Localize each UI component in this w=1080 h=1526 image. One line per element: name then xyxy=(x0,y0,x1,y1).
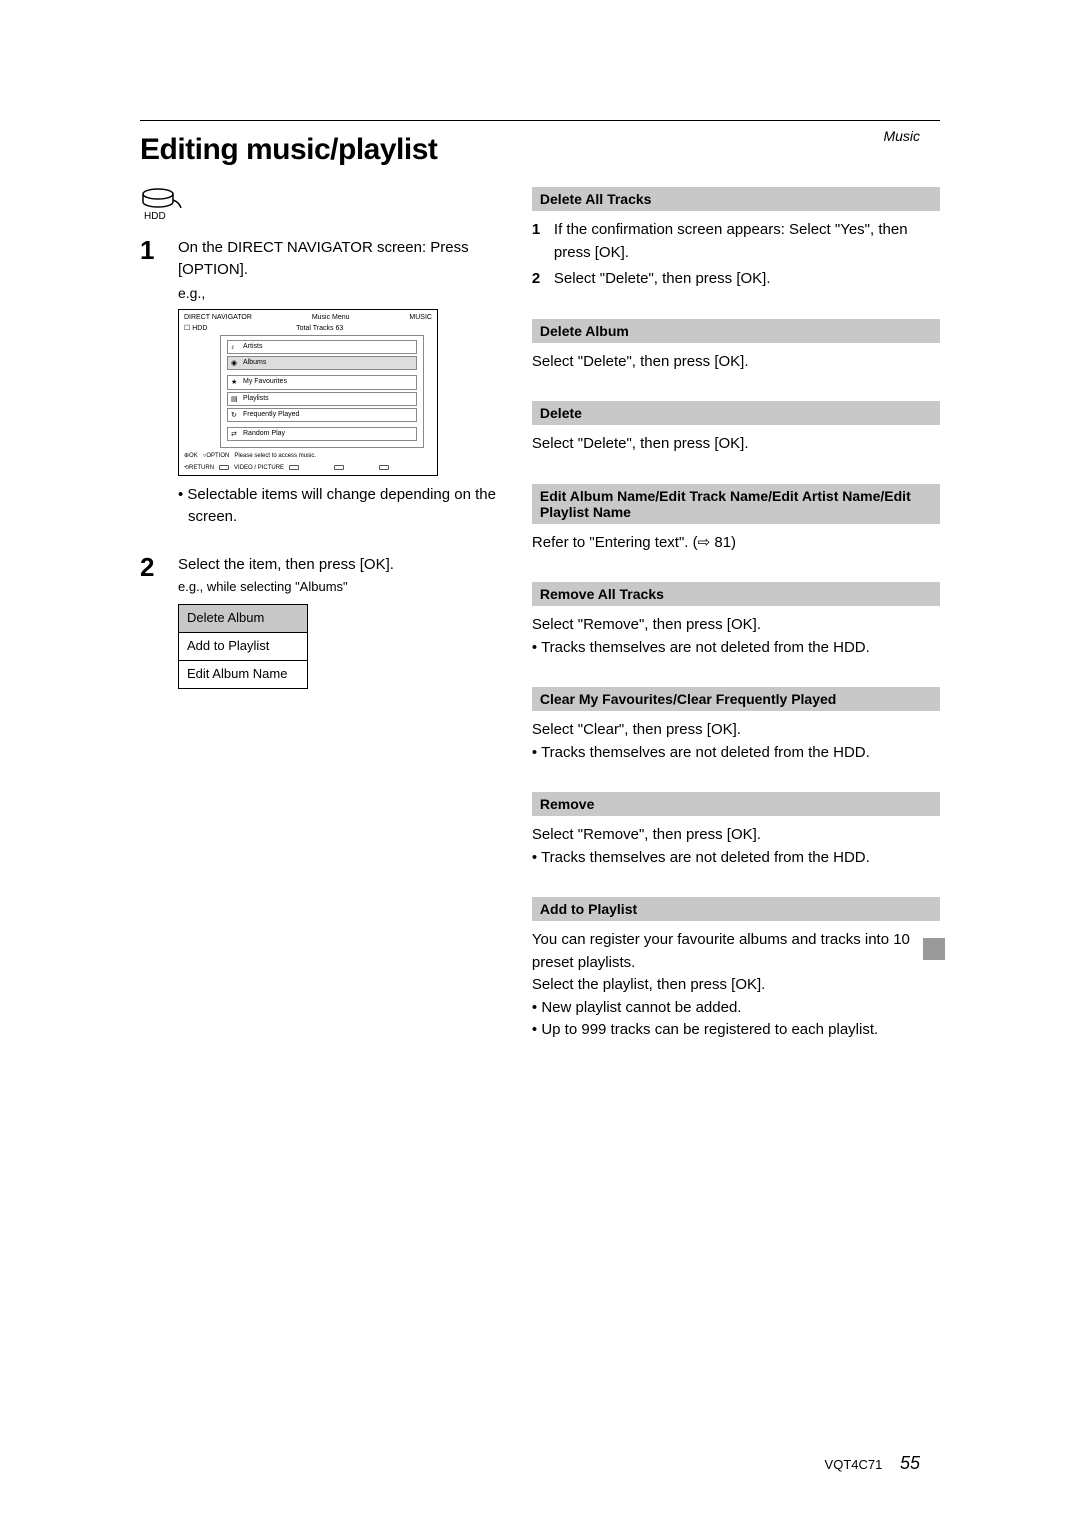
option-add-playlist: Add to Playlist xyxy=(179,633,307,661)
step-1-text: On the DIRECT NAVIGATOR screen: Press [O… xyxy=(178,237,502,281)
option-edit-album-name: Edit Album Name xyxy=(179,661,307,688)
nav-hdd: HDD xyxy=(192,325,207,332)
section-head: Add to Playlist xyxy=(532,897,940,921)
remove-all-bullet: Tracks themselves are not deleted from t… xyxy=(532,637,940,660)
section-remove-all-tracks: Remove All Tracks Select "Remove", then … xyxy=(532,582,940,659)
section-add-to-playlist: Add to Playlist You can register your fa… xyxy=(532,897,940,1042)
delete-all-line1: If the confirmation screen appears: Sele… xyxy=(554,219,940,264)
hdd-icon: HDD xyxy=(140,187,502,221)
num-2: 2 xyxy=(532,268,544,291)
section-head: Remove All Tracks xyxy=(532,582,940,606)
remove-line: Select "Remove", then press [OK]. xyxy=(532,824,940,847)
step-2-body: Select the item, then press [OK]. e.g., … xyxy=(178,554,502,689)
nav-tracks: Total Tracks 63 xyxy=(207,324,432,334)
doc-id: VQT4C71 xyxy=(825,1457,883,1472)
nav-item-artists: ♪Artists xyxy=(227,340,417,354)
section-delete: Delete Select "Delete", then press [OK]. xyxy=(532,401,940,456)
section-head: Edit Album Name/Edit Track Name/Edit Art… xyxy=(532,484,940,524)
nav-item-frequently: ↻Frequently Played xyxy=(227,408,417,422)
delete-all-line2: Select "Delete", then press [OK]. xyxy=(554,268,771,291)
side-tab-marker xyxy=(923,938,945,960)
delete-body: Select "Delete", then press [OK]. xyxy=(532,433,940,456)
nav-item-albums: ◉Albums xyxy=(227,356,417,370)
nav-item-playlists: ▤Playlists xyxy=(227,392,417,406)
section-head: Delete Album xyxy=(532,319,940,343)
step-1-number: 1 xyxy=(140,237,162,544)
navigator-box: DIRECT NAVIGATOR Music Menu MUSIC ☐ HDD … xyxy=(178,309,438,477)
top-divider xyxy=(140,120,940,121)
add-playlist-p1: You can register your favourite albums a… xyxy=(532,929,940,974)
nav-item-favourites: ★My Favourites xyxy=(227,375,417,389)
remove-bullet: Tracks themselves are not deleted from t… xyxy=(532,847,940,870)
right-column: Delete All Tracks 1If the confirmation s… xyxy=(532,187,940,1070)
nav-item-random: ⇄Random Play xyxy=(227,427,417,441)
page-number: 55 xyxy=(900,1453,920,1473)
left-column: HDD 1 On the DIRECT NAVIGATOR screen: Pr… xyxy=(140,187,502,1070)
nav-title-left: DIRECT NAVIGATOR xyxy=(184,313,252,323)
num-1: 1 xyxy=(532,219,544,264)
section-head: Remove xyxy=(532,792,940,816)
step-1-body: On the DIRECT NAVIGATOR screen: Press [O… xyxy=(178,237,502,544)
step-2-eg: e.g., while selecting "Albums" xyxy=(178,578,502,597)
navigator-footer: ⊕OK ○OPTION Please select to access musi… xyxy=(184,452,432,461)
navigator-header: DIRECT NAVIGATOR Music Menu MUSIC xyxy=(184,313,432,323)
navigator-subheader: ☐ HDD Total Tracks 63 xyxy=(184,324,432,334)
section-delete-all-tracks: Delete All Tracks 1If the confirmation s… xyxy=(532,187,940,291)
section-head: Delete xyxy=(532,401,940,425)
nav-title-right: MUSIC xyxy=(409,313,432,323)
section-clear-favourites: Clear My Favourites/Clear Frequently Pla… xyxy=(532,687,940,764)
section-head: Delete All Tracks xyxy=(532,187,940,211)
delete-album-body: Select "Delete", then press [OK]. xyxy=(532,351,940,374)
remove-all-line: Select "Remove", then press [OK]. xyxy=(532,614,940,637)
step-2-number: 2 xyxy=(140,554,162,689)
nav-title-center: Music Menu xyxy=(312,313,350,323)
step-1-note: Selectable items will change depending o… xyxy=(178,484,502,528)
page-title: Editing music/playlist xyxy=(140,133,940,167)
option-menu: Delete Album Add to Playlist Edit Album … xyxy=(178,604,308,689)
section-edit-names: Edit Album Name/Edit Track Name/Edit Art… xyxy=(532,484,940,555)
navigator-footer-2: ⟲RETURN VIDEO / PICTURE xyxy=(184,464,432,473)
section-delete-album: Delete Album Select "Delete", then press… xyxy=(532,319,940,374)
navigator-menu: ♪Artists ◉Albums ★My Favourites ▤Playlis… xyxy=(220,335,424,448)
section-remove: Remove Select "Remove", then press [OK].… xyxy=(532,792,940,869)
edit-names-body: Refer to "Entering text". (⇨ 81) xyxy=(532,532,940,555)
section-head: Clear My Favourites/Clear Frequently Pla… xyxy=(532,687,940,711)
add-playlist-b1: New playlist cannot be added. xyxy=(532,997,940,1020)
clear-fav-bullet: Tracks themselves are not deleted from t… xyxy=(532,742,940,765)
add-playlist-p2: Select the playlist, then press [OK]. xyxy=(532,974,940,997)
step-2: 2 Select the item, then press [OK]. e.g.… xyxy=(140,554,502,689)
page-footer: VQT4C71 55 xyxy=(825,1453,920,1474)
category-label: Music xyxy=(883,128,920,144)
step-1: 1 On the DIRECT NAVIGATOR screen: Press … xyxy=(140,237,502,544)
svg-text:HDD: HDD xyxy=(144,211,166,221)
add-playlist-b2: Up to 999 tracks can be registered to ea… xyxy=(532,1019,940,1042)
step-1-eg: e.g., xyxy=(178,283,502,303)
option-delete-album: Delete Album xyxy=(179,605,307,633)
clear-fav-line: Select "Clear", then press [OK]. xyxy=(532,719,940,742)
step-2-text: Select the item, then press [OK]. xyxy=(178,554,502,576)
